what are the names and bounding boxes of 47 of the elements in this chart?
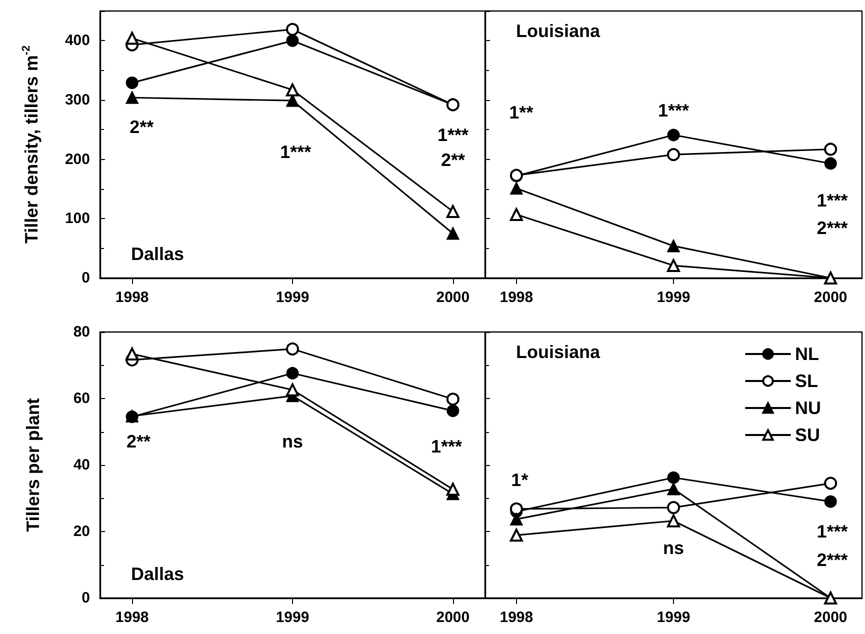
legend-label: NL xyxy=(795,344,819,364)
y-tick-label: 200 xyxy=(64,150,90,168)
y-tick-label: 0 xyxy=(82,270,90,286)
x-tick-label: 2000 xyxy=(814,289,848,306)
y-tick-label: 0 xyxy=(82,590,90,606)
annotation: 1* xyxy=(511,470,528,490)
annotation: 1** xyxy=(509,102,534,122)
y-tick-label: 300 xyxy=(64,92,90,108)
annotation: 2** xyxy=(130,117,154,138)
annotation: 2** xyxy=(441,150,466,170)
y-tick-label: 40 xyxy=(73,456,90,474)
text: Dallas xyxy=(131,564,184,584)
x-tick-label: 2000 xyxy=(814,609,848,626)
annotation: 1*** xyxy=(430,436,462,457)
annotation: 2*** xyxy=(816,550,848,570)
y-tick-label: 60 xyxy=(73,390,90,407)
text: Dallas xyxy=(131,244,184,264)
y-tick-label: 100 xyxy=(64,210,90,228)
annotation: 1*** xyxy=(658,100,690,121)
annotation: ns xyxy=(282,432,304,452)
x-tick-label: 1999 xyxy=(276,289,310,306)
x-tick-label: 1998 xyxy=(115,289,149,306)
annotation: ns xyxy=(662,538,684,558)
x-tick-label: 1999 xyxy=(656,609,690,626)
x-tick-label: 1998 xyxy=(500,289,534,306)
x-tick-label: 1998 xyxy=(500,609,534,626)
text: Louisiana xyxy=(516,342,602,362)
legend-label: NU xyxy=(795,398,821,418)
x-tick-label: 1999 xyxy=(276,609,310,626)
annotation: 1*** xyxy=(438,124,469,145)
annotation: 1*** xyxy=(816,190,848,210)
x-tick-label: 2000 xyxy=(436,289,470,306)
x-tick-label: 2000 xyxy=(436,609,470,626)
annotation: 2** xyxy=(126,432,151,452)
y-tick-label: 80 xyxy=(73,324,90,340)
legend-label: SL xyxy=(795,371,818,391)
y-tick-label: 20 xyxy=(73,523,90,540)
y-axis-title: Tillers per plant xyxy=(23,398,43,532)
y-tick-label: 400 xyxy=(64,32,90,50)
annotation: 1*** xyxy=(816,522,848,542)
x-tick-label: 1998 xyxy=(115,609,149,626)
legend-label: SU xyxy=(795,425,820,445)
annotation: 1*** xyxy=(280,142,312,162)
y-axis-title: Tiller density, tillers m-2 xyxy=(20,45,42,244)
text: Louisiana xyxy=(516,21,602,41)
x-tick-label: 1999 xyxy=(656,289,690,306)
annotation: 2*** xyxy=(816,218,848,238)
